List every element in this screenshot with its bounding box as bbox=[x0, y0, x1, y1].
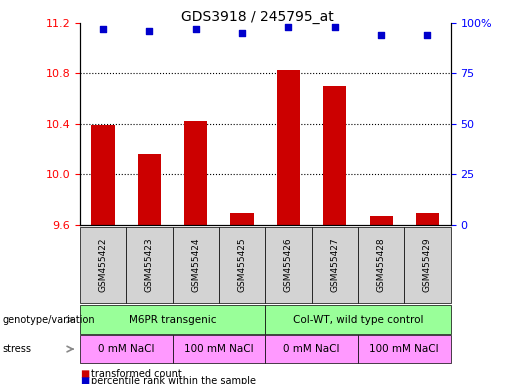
Bar bbox=[231, 213, 253, 225]
Text: stress: stress bbox=[3, 344, 31, 354]
Text: ■: ■ bbox=[80, 369, 89, 379]
Point bbox=[238, 30, 246, 36]
Bar bbox=[323, 86, 346, 225]
Bar bbox=[138, 154, 161, 225]
Text: GDS3918 / 245795_at: GDS3918 / 245795_at bbox=[181, 10, 334, 23]
Text: Col-WT, wild type control: Col-WT, wild type control bbox=[293, 314, 423, 325]
Bar bbox=[277, 70, 300, 225]
Text: GSM455427: GSM455427 bbox=[330, 238, 339, 292]
Text: GSM455426: GSM455426 bbox=[284, 238, 293, 292]
Point bbox=[423, 32, 432, 38]
Text: 100 mM NaCl: 100 mM NaCl bbox=[369, 344, 439, 354]
Text: 0 mM NaCl: 0 mM NaCl bbox=[283, 344, 340, 354]
Text: ■: ■ bbox=[80, 376, 89, 384]
Bar bbox=[92, 125, 114, 225]
Bar bbox=[369, 216, 392, 225]
Text: 100 mM NaCl: 100 mM NaCl bbox=[184, 344, 254, 354]
Bar bbox=[184, 121, 207, 225]
Text: GSM455429: GSM455429 bbox=[423, 238, 432, 292]
Text: GSM455422: GSM455422 bbox=[98, 238, 108, 292]
Point bbox=[284, 24, 293, 30]
Text: M6PR transgenic: M6PR transgenic bbox=[129, 314, 216, 325]
Bar bbox=[416, 213, 439, 225]
Text: GSM455423: GSM455423 bbox=[145, 238, 154, 292]
Point bbox=[377, 32, 385, 38]
Point bbox=[192, 26, 200, 32]
Text: 0 mM NaCl: 0 mM NaCl bbox=[98, 344, 154, 354]
Text: transformed count: transformed count bbox=[91, 369, 182, 379]
Point bbox=[145, 28, 153, 34]
Point bbox=[99, 26, 107, 32]
Text: GSM455428: GSM455428 bbox=[376, 238, 386, 292]
Point bbox=[331, 24, 339, 30]
Text: GSM455425: GSM455425 bbox=[237, 238, 247, 292]
Text: GSM455424: GSM455424 bbox=[191, 238, 200, 292]
Text: genotype/variation: genotype/variation bbox=[3, 314, 95, 325]
Text: percentile rank within the sample: percentile rank within the sample bbox=[91, 376, 256, 384]
